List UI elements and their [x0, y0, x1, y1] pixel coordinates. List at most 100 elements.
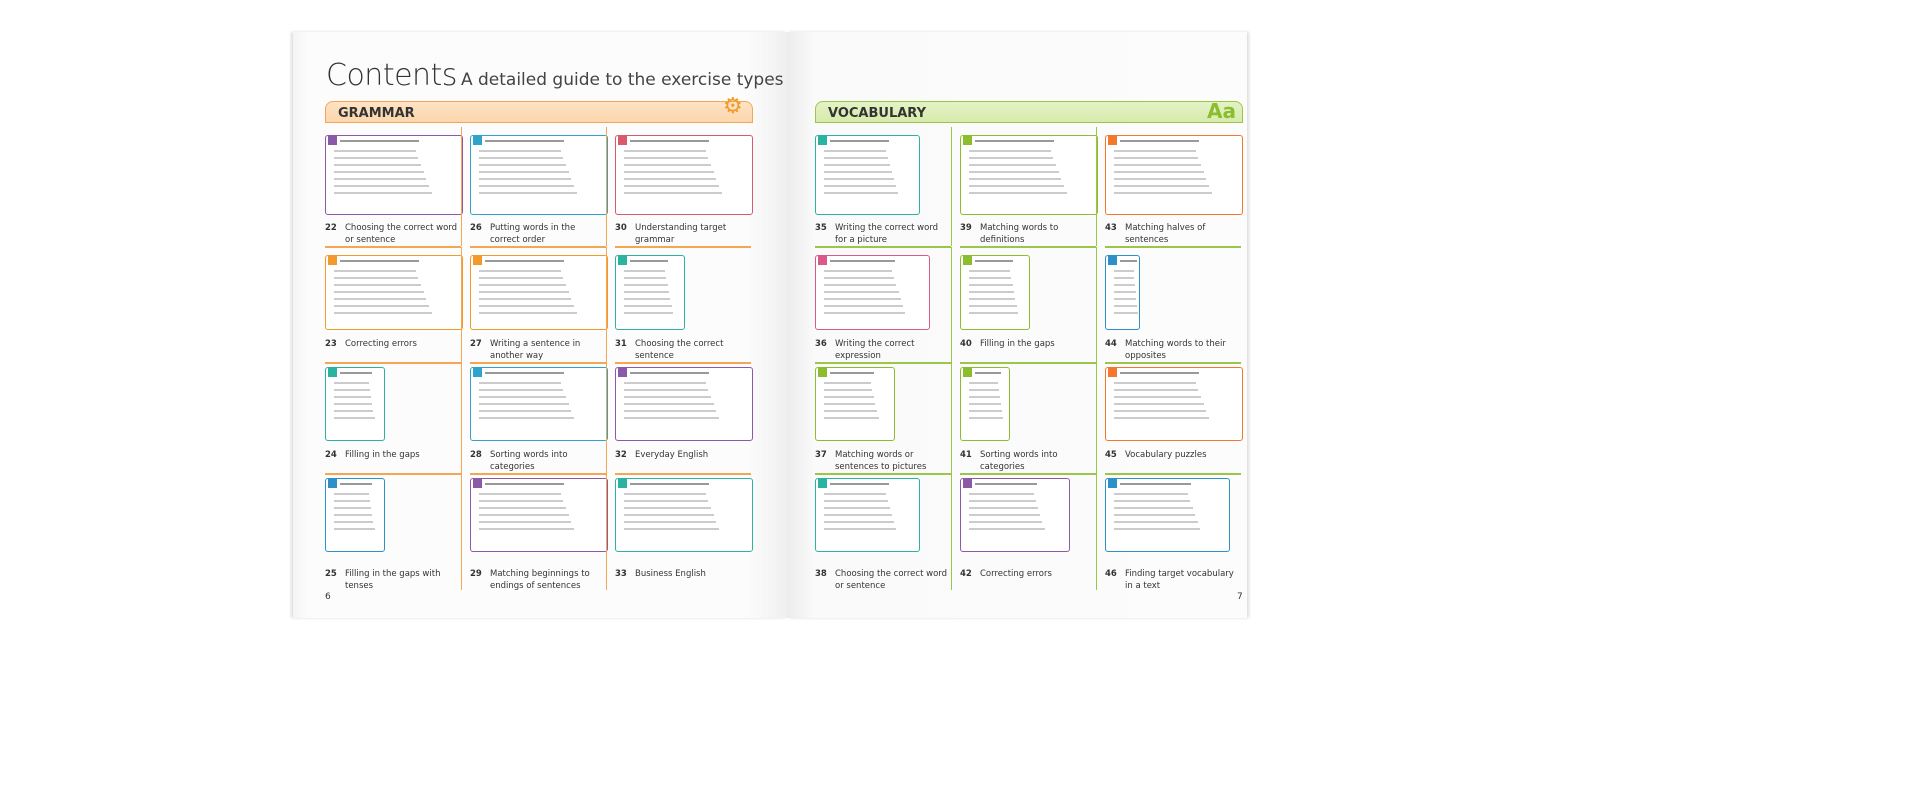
exercise-thumbnail — [325, 367, 385, 441]
contents-entry[interactable]: 27 Writing a sentence in another way — [470, 338, 605, 362]
page-ref: 38 — [815, 569, 827, 579]
page-ref: 39 — [960, 223, 972, 233]
exercise-type-label: Choosing the correct sentence — [635, 339, 724, 361]
exercise-thumbnail — [325, 255, 463, 330]
exercise-type-label: Writing the correct expression — [835, 339, 915, 361]
exercise-type-label: Choosing the correct word or sentence — [835, 569, 948, 591]
page-ref: 46 — [1105, 569, 1117, 579]
page-ref: 43 — [1105, 223, 1117, 233]
page-ref: 41 — [960, 450, 972, 460]
exercise-type-label: Matching words to their opposites — [1125, 339, 1226, 361]
divider — [615, 473, 751, 475]
page-ref: 40 — [960, 339, 972, 349]
exercise-thumbnail — [960, 367, 1010, 441]
column-divider — [1096, 127, 1097, 246]
exercise-thumbnail — [325, 478, 385, 552]
exercise-thumbnail — [615, 255, 685, 330]
exercise-thumbnail — [1105, 135, 1243, 215]
exercise-type-icon — [473, 479, 482, 488]
exercise-type-icon — [618, 256, 627, 265]
divider — [470, 473, 606, 475]
contents-entry[interactable]: 41 Sorting words into categories — [960, 449, 1095, 473]
contents-entry[interactable]: 39 Matching words to definitions — [960, 222, 1095, 246]
exercise-thumbnail — [1105, 478, 1230, 552]
page-ref: 30 — [615, 223, 627, 233]
contents-entry[interactable]: 23 Correcting errors — [325, 338, 460, 350]
divider — [815, 473, 951, 475]
exercise-type-label: Putting words in the correct order — [490, 223, 576, 245]
exercise-thumbnail — [325, 135, 463, 215]
exercise-type-label: Filling in the gaps with tenses — [345, 569, 441, 591]
exercise-type-icon — [473, 256, 482, 265]
divider — [325, 246, 461, 248]
exercise-type-label: Finding target vocabulary in a text — [1125, 569, 1234, 591]
exercise-type-icon — [618, 479, 627, 488]
exercise-type-label: Correcting errors — [345, 339, 417, 349]
exercise-type-label: Understanding target grammar — [635, 223, 727, 245]
exercise-thumbnail — [815, 135, 920, 215]
aa-icon: Aa — [1207, 99, 1236, 123]
contents-entry[interactable]: 26 Putting words in the correct order — [470, 222, 605, 246]
contents-entry[interactable]: 36 Writing the correct expression — [815, 338, 950, 362]
page-ref: 35 — [815, 223, 827, 233]
exercise-type-icon — [328, 368, 337, 377]
exercise-type-icon — [818, 256, 827, 265]
contents-entry[interactable]: 30 Understanding target grammar — [615, 222, 750, 246]
divider — [960, 362, 1096, 364]
exercise-thumbnail — [815, 367, 895, 441]
page-ref: 33 — [615, 569, 627, 579]
contents-entry[interactable]: 46 Finding target vocabulary in a text — [1105, 568, 1240, 592]
page-ref: 27 — [470, 339, 482, 349]
column-divider — [1096, 359, 1097, 473]
exercise-thumbnail — [1105, 255, 1140, 330]
exercise-thumbnail — [470, 367, 608, 441]
exercise-type-label: Sorting words into categories — [490, 450, 568, 472]
exercise-thumbnail — [960, 255, 1030, 330]
contents-entry[interactable]: 28 Sorting words into categories — [470, 449, 605, 473]
divider — [1105, 362, 1241, 364]
page-ref: 22 — [325, 223, 337, 233]
contents-entry[interactable]: 45 Vocabulary puzzles — [1105, 449, 1240, 461]
contents-entry[interactable]: 38 Choosing the correct word or sentence — [815, 568, 950, 592]
column-divider — [461, 247, 462, 362]
divider — [470, 362, 606, 364]
contents-entry[interactable]: 31 Choosing the correct sentence — [615, 338, 750, 362]
contents-entry[interactable]: 44 Matching words to their opposites — [1105, 338, 1240, 362]
contents-entry[interactable]: 37 Matching words or sentences to picture… — [815, 449, 950, 473]
contents-entry[interactable]: 35 Writing the correct word for a picture — [815, 222, 950, 246]
contents-entry[interactable]: 32 Everyday English — [615, 449, 750, 461]
exercise-thumbnail — [615, 478, 753, 552]
contents-entry[interactable]: 42 Correcting errors — [960, 568, 1095, 580]
column-divider — [606, 470, 607, 590]
contents-entry[interactable]: 29 Matching beginnings to endings of sent… — [470, 568, 605, 592]
exercise-thumbnail — [815, 478, 920, 552]
contents-entry[interactable]: 43 Matching halves of sentences — [1105, 222, 1240, 246]
exercise-type-label: Everyday English — [635, 450, 709, 460]
contents-entry[interactable]: 40 Filling in the gaps — [960, 338, 1095, 350]
contents-entry[interactable]: 25 Filling in the gaps with tenses — [325, 568, 460, 592]
exercise-type-label: Matching words or sentences to pictures — [835, 450, 927, 472]
exercise-type-label: Filling in the gaps — [345, 450, 420, 460]
exercise-type-label: Sorting words into categories — [980, 450, 1058, 472]
exercise-type-label: Correcting errors — [980, 569, 1052, 579]
divider — [615, 246, 751, 248]
column-divider — [606, 359, 607, 473]
exercise-thumbnail — [615, 135, 753, 215]
page-ref: 26 — [470, 223, 482, 233]
column-divider — [951, 247, 952, 362]
column-divider — [461, 470, 462, 590]
exercise-type-label: Vocabulary puzzles — [1125, 450, 1207, 460]
exercise-type-icon — [963, 136, 972, 145]
exercise-type-icon — [328, 136, 337, 145]
contents-entry[interactable]: 24 Filling in the gaps — [325, 449, 460, 461]
contents-entry[interactable]: 22 Choosing the correct word or sentence — [325, 222, 460, 246]
page-ref: 37 — [815, 450, 827, 460]
exercise-thumbnail — [960, 135, 1098, 215]
page-ref: 32 — [615, 450, 627, 460]
page-ref: 45 — [1105, 450, 1117, 460]
exercise-thumbnail — [470, 478, 608, 552]
exercise-thumbnail — [815, 255, 930, 330]
divider — [1105, 473, 1241, 475]
contents-entry[interactable]: 33 Business English — [615, 568, 750, 580]
page-ref: 24 — [325, 450, 337, 460]
